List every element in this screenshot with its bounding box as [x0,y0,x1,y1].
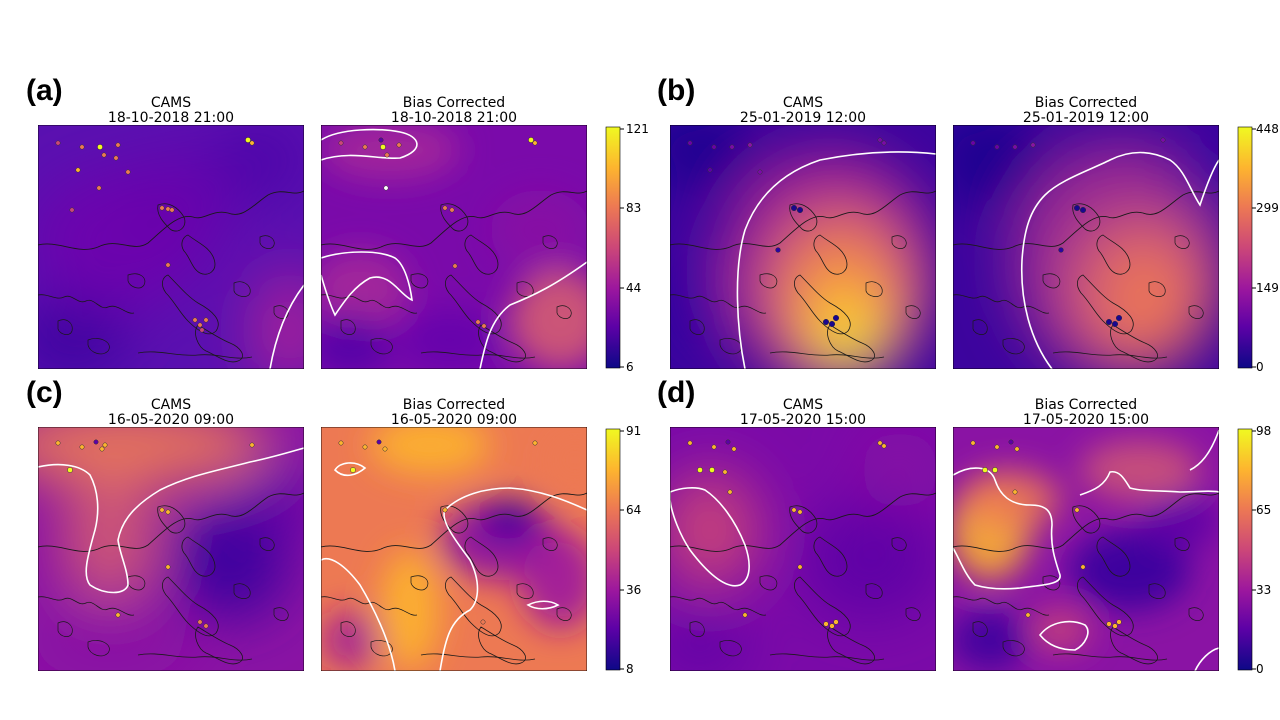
panel-label-a: (a) [26,74,63,107]
map-a-corrected [321,125,587,369]
panel-label-c: (c) [26,376,63,409]
map-b-corrected [953,125,1219,369]
map-c-corrected [321,427,587,671]
map-c-cams [38,427,304,671]
colorbar-c-tick-max: 91 [626,424,641,438]
map-d-corrected [953,427,1219,671]
colorbar-b-tick-3: 149 [1256,281,1279,295]
map-title-d-cams: CAMS [783,397,823,413]
colorbar-a-tick-2: 83 [626,201,641,215]
colorbar-d-tick-max: 98 [1256,424,1271,438]
map-subtitle-d-corrected: 17-05-2020 15:00 [1023,412,1149,428]
map-title-c-cams: CAMS [151,397,191,413]
colorbar-a-tick-max: 121 [626,122,649,136]
map-subtitle-d-cams: 17-05-2020 15:00 [740,412,866,428]
map-title-c-corrected: Bias Corrected [403,397,505,413]
panel-label-b: (b) [657,74,695,107]
map-a-cams [38,125,304,369]
colorbar-b: 448 299 149 0 [1237,122,1279,374]
colorbar-d-tick-2: 65 [1256,503,1271,517]
map-subtitle-c-cams: 16-05-2020 09:00 [108,412,234,428]
map-subtitle-b-corrected: 25-01-2019 12:00 [1023,110,1149,126]
colorbar-c-tick-3: 36 [626,583,641,597]
colorbar-b-tick-2: 299 [1256,201,1279,215]
map-subtitle-c-corrected: 16-05-2020 09:00 [391,412,517,428]
colorbar-c-tick-2: 64 [626,503,641,517]
map-d-cams [670,427,936,671]
map-title-b-cams: CAMS [783,95,823,111]
map-subtitle-b-cams: 25-01-2019 12:00 [740,110,866,126]
map-subtitle-a-corrected: 18-10-2018 21:00 [391,110,517,126]
colorbar-a-tick-3: 44 [626,281,641,295]
colorbar-d-tick-3: 33 [1256,583,1271,597]
colorbar-c: 91 64 36 8 [605,424,641,676]
map-title-b-corrected: Bias Corrected [1035,95,1137,111]
map-b-cams [670,125,936,369]
colorbar-a-tick-min: 6 [626,360,634,374]
colorbar-b-tick-max: 448 [1256,122,1279,136]
colorbar-d-tick-min: 0 [1256,662,1264,676]
map-title-a-cams: CAMS [151,95,191,111]
panel-label-d: (d) [657,376,695,409]
colorbar-d: 98 65 33 0 [1237,424,1271,676]
map-title-a-corrected: Bias Corrected [403,95,505,111]
map-title-d-corrected: Bias Corrected [1035,397,1137,413]
map-subtitle-a-cams: 18-10-2018 21:00 [108,110,234,126]
colorbar-b-tick-min: 0 [1256,360,1264,374]
colorbar-c-tick-min: 8 [626,662,634,676]
colorbar-a: 121 83 44 6 [605,122,649,374]
